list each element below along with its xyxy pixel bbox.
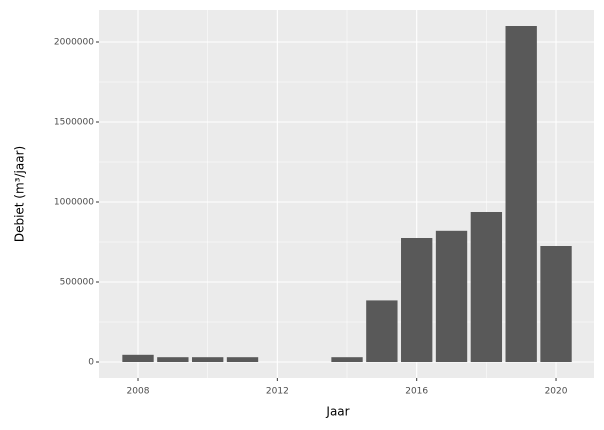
x-tick-label: 2016 — [405, 387, 428, 397]
bar — [122, 354, 154, 362]
y-tick-label: 2000000 — [54, 38, 94, 48]
bar — [505, 26, 537, 362]
y-tick-label: 1500000 — [54, 118, 94, 128]
bar — [435, 230, 468, 362]
bar — [226, 357, 259, 362]
x-tick-label: 2008 — [127, 387, 150, 397]
bar — [192, 357, 224, 362]
bar — [401, 238, 433, 362]
bar — [470, 212, 503, 362]
bar — [157, 357, 189, 362]
x-axis-title: Jaar — [325, 405, 349, 419]
bar — [331, 357, 363, 362]
y-axis-title: Debiet (m³/jaar) — [13, 146, 27, 242]
y-tick-label: 0 — [88, 358, 94, 368]
bar — [366, 300, 398, 362]
x-tick-label: 2020 — [545, 387, 568, 397]
y-tick-label: 500000 — [60, 278, 95, 288]
x-tick-label: 2012 — [266, 387, 289, 397]
bar — [540, 246, 572, 362]
y-tick-label: 1000000 — [54, 198, 94, 208]
